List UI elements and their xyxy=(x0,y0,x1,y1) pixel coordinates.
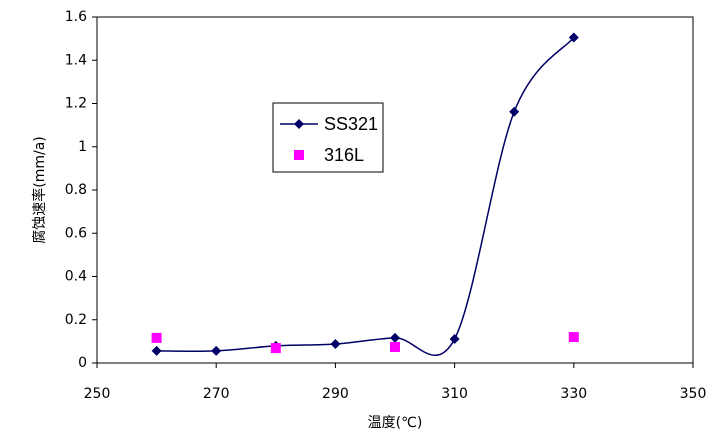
marker xyxy=(330,338,341,349)
y-tick-label: 1.2 xyxy=(65,96,87,112)
plot-frame xyxy=(96,16,694,364)
y-tick-label: 0.6 xyxy=(65,225,87,241)
x-tick-label: 350 xyxy=(680,386,707,402)
x-tick-label: 250 xyxy=(84,386,111,402)
marker xyxy=(568,332,579,343)
y-axis-label: 腐蚀速率(mm/a) xyxy=(31,136,48,244)
y-tick-label: 0 xyxy=(78,355,87,371)
legend-box xyxy=(272,102,384,173)
x-tick-label: 330 xyxy=(560,386,587,402)
marker xyxy=(270,343,281,354)
y-tick-label: 1 xyxy=(78,139,87,155)
y-tick-label: 0.8 xyxy=(65,182,87,198)
legend-label: 316L xyxy=(324,145,364,165)
x-tick-label: 310 xyxy=(441,386,468,402)
series-line xyxy=(156,37,575,356)
marker xyxy=(390,341,400,352)
legend-marker xyxy=(294,119,304,129)
marker xyxy=(211,345,222,356)
x-tick-label: 290 xyxy=(322,386,349,402)
x-axis-label: 温度(℃) xyxy=(368,415,423,431)
legend-label: SS321 xyxy=(324,114,378,134)
x-tick-label: 270 xyxy=(203,386,230,402)
y-tick-label: 0.2 xyxy=(65,312,87,328)
marker xyxy=(568,32,579,43)
marker xyxy=(151,345,162,356)
marker xyxy=(151,332,162,343)
marker xyxy=(509,106,520,117)
y-tick-label: 0.4 xyxy=(65,269,87,285)
legend-marker xyxy=(294,150,304,160)
y-tick-label: 1.4 xyxy=(65,52,87,68)
marker xyxy=(390,332,400,343)
y-tick-label: 1.6 xyxy=(65,9,87,25)
marker xyxy=(449,333,460,344)
